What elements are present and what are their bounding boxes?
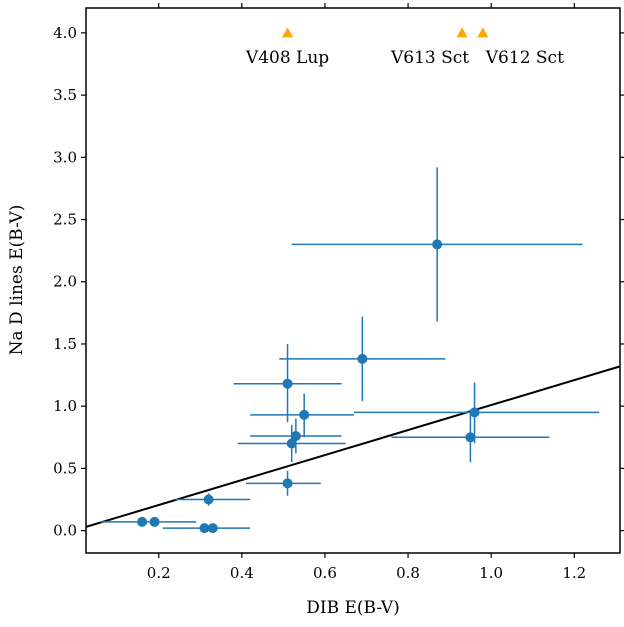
annotation-label: V613 Sct	[390, 48, 469, 68]
y-tick-label: 2.0	[53, 273, 77, 291]
data-point	[290, 431, 301, 442]
plot-frame	[85, 7, 621, 554]
y-axis-label: Na D lines E(B-V)	[7, 205, 27, 356]
x-tick-label: 0.8	[396, 564, 420, 582]
data-point	[137, 516, 148, 527]
data-point	[207, 523, 218, 534]
x-tick-label: 0.6	[313, 564, 337, 582]
data-point	[465, 432, 476, 443]
x-tick-label: 0.4	[230, 564, 254, 582]
plot-area: V408 Lup V613 Sct V612 Sct	[85, 27, 621, 534]
data-point	[299, 409, 310, 420]
data-point	[286, 438, 297, 449]
y-tick-label: 3.5	[53, 86, 77, 104]
y-tick-label: 1.5	[53, 335, 77, 353]
annotation-marker	[477, 27, 489, 38]
annotation-label: V408 Lup	[245, 48, 329, 68]
x-axis-ticks: 0.2 0.4 0.6 0.8 1.0 1.2	[147, 3, 586, 582]
data-point	[357, 353, 368, 364]
x-axis-label: DIB E(B-V)	[306, 598, 400, 618]
data-point	[149, 516, 160, 527]
y-axis-ticks: 0.0 0.5 1.0 1.5 2.0 2.5 3.0 3.5 4.0	[53, 24, 624, 540]
x-tick-label: 1.2	[562, 564, 586, 582]
y-tick-label: 3.0	[53, 148, 77, 166]
annotation-marker	[282, 27, 294, 38]
data-point	[199, 523, 210, 534]
y-tick-label: 1.0	[53, 397, 77, 415]
y-tick-label: 4.0	[53, 24, 77, 42]
data-point	[282, 378, 293, 389]
y-tick-label: 0.5	[53, 459, 77, 477]
plot-background	[86, 8, 620, 553]
annotation-marker	[456, 27, 468, 38]
x-tick-label: 1.0	[479, 564, 503, 582]
data-point	[432, 239, 443, 250]
y-tick-label: 2.5	[53, 211, 77, 229]
data-point	[469, 407, 480, 418]
x-tick-label: 0.2	[147, 564, 171, 582]
y-tick-label: 0.0	[53, 522, 77, 540]
annotation-label: V612 Sct	[485, 48, 564, 68]
data-point	[203, 494, 214, 505]
data-point	[282, 478, 293, 489]
annotations: V408 Lup V613 Sct V612 Sct	[245, 27, 564, 68]
fit-line	[85, 365, 621, 528]
